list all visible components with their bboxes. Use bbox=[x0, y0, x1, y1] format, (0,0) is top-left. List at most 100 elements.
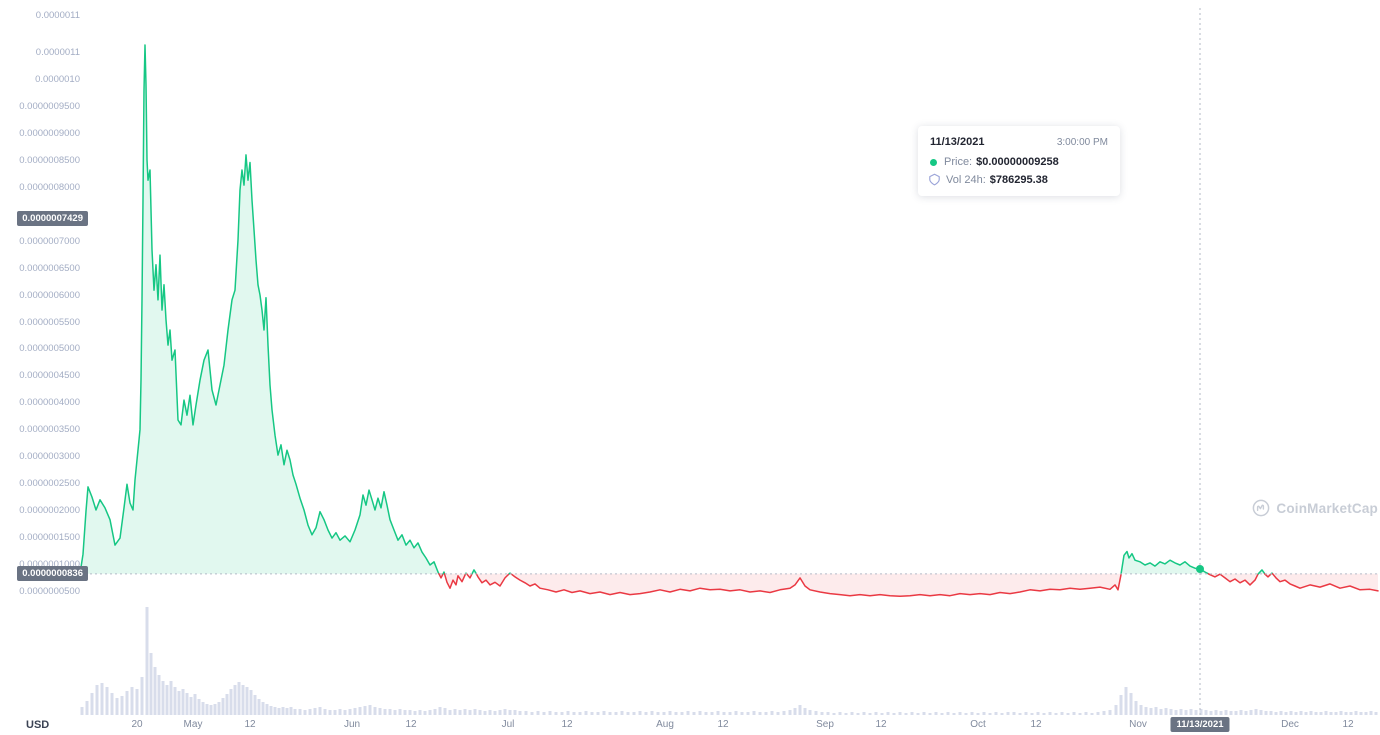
volume-bar bbox=[453, 709, 457, 715]
volume-bar bbox=[608, 712, 612, 715]
volume-bar bbox=[1289, 711, 1293, 715]
price-area-down bbox=[476, 573, 510, 586]
volume-bar bbox=[418, 710, 422, 715]
volume-bar bbox=[1164, 708, 1168, 715]
tooltip-date: 11/13/2021 bbox=[930, 136, 985, 148]
volume-bar bbox=[632, 712, 636, 715]
volume-bar bbox=[1219, 711, 1223, 715]
volume-bar bbox=[338, 709, 342, 715]
x-tick-label: 20 bbox=[131, 719, 143, 730]
volume-bar bbox=[1209, 711, 1213, 715]
volume-bar bbox=[115, 698, 119, 715]
volume-bar bbox=[120, 696, 124, 715]
volume-bar bbox=[1224, 710, 1228, 715]
volume-bar bbox=[680, 712, 684, 715]
volume-bar bbox=[145, 607, 149, 715]
price-area-up bbox=[80, 45, 439, 574]
y-tick-label: 0.0000001000 bbox=[19, 559, 80, 570]
volume-bar bbox=[423, 711, 427, 715]
volume-bar bbox=[1274, 712, 1278, 715]
volume-bar bbox=[536, 711, 540, 715]
volume-bar bbox=[269, 706, 273, 715]
volume-bar bbox=[153, 667, 157, 715]
volume-bar bbox=[110, 693, 114, 715]
volume-bar bbox=[1018, 713, 1022, 715]
volume-bar bbox=[898, 712, 902, 715]
volume-bar bbox=[373, 707, 377, 715]
volume-bar bbox=[650, 711, 654, 715]
currency-toggle[interactable]: USD bbox=[26, 719, 50, 731]
volume-bar bbox=[838, 712, 842, 715]
volume-bar bbox=[1042, 713, 1046, 715]
volume-bar bbox=[1239, 710, 1243, 715]
volume-bar bbox=[814, 711, 818, 715]
volume-bar bbox=[1299, 711, 1303, 715]
volume-bar bbox=[626, 712, 630, 715]
volume-bar bbox=[1036, 712, 1040, 715]
volume-bar bbox=[149, 653, 153, 715]
volume-bar bbox=[265, 704, 269, 715]
volume-bar bbox=[698, 711, 702, 715]
volume-bar bbox=[988, 713, 992, 715]
volume-bar bbox=[1249, 710, 1253, 715]
volume-bar bbox=[1324, 711, 1328, 715]
x-tick-label: 12 bbox=[244, 719, 256, 730]
volume-bar bbox=[493, 711, 497, 715]
volume-bar bbox=[1000, 713, 1004, 715]
x-tick-label: Dec bbox=[1281, 719, 1299, 730]
volume-bar bbox=[1369, 711, 1373, 715]
volume-bar bbox=[1102, 711, 1106, 715]
volume-bar bbox=[277, 708, 281, 715]
volume-bar bbox=[185, 693, 189, 715]
volume-bar bbox=[940, 713, 944, 715]
volume-bar bbox=[323, 709, 327, 715]
volume-bar bbox=[165, 685, 169, 715]
volume-bar bbox=[403, 710, 407, 715]
volume-bar bbox=[946, 712, 950, 715]
volume-bar bbox=[740, 712, 744, 715]
x-tick-label: 12 bbox=[405, 719, 417, 730]
tooltip-volume-label: Vol 24h: bbox=[946, 173, 986, 186]
volume-bar bbox=[542, 712, 546, 715]
volume-bar bbox=[844, 713, 848, 715]
volume-bar bbox=[273, 707, 277, 715]
volume-bar bbox=[478, 710, 482, 715]
volume-bar bbox=[910, 712, 914, 715]
volume-bar bbox=[229, 689, 233, 715]
volume-bar bbox=[245, 687, 249, 715]
volume-bar bbox=[353, 708, 357, 715]
x-tick-label: 12 bbox=[875, 719, 887, 730]
tooltip: 11/13/2021 3:00:00 PM Price: $0.00000009… bbox=[918, 126, 1120, 196]
volume-bar bbox=[100, 683, 104, 715]
volume-bar bbox=[548, 711, 552, 715]
volume-bar bbox=[1199, 709, 1203, 715]
volume-bar bbox=[934, 712, 938, 715]
volume-bar bbox=[95, 685, 99, 715]
volume-bar bbox=[1354, 711, 1358, 715]
volume-bar bbox=[578, 712, 582, 715]
volume-bar bbox=[1119, 695, 1123, 715]
volume-bar bbox=[1349, 712, 1353, 715]
price-line-down bbox=[465, 573, 473, 579]
volume-bar bbox=[1108, 710, 1112, 715]
volume-bar bbox=[868, 713, 872, 715]
y-tick-label: 0.0000009000 bbox=[19, 127, 80, 139]
volume-bar bbox=[80, 707, 84, 715]
volume-bar bbox=[358, 707, 362, 715]
watermark-text: CoinMarketCap bbox=[1276, 500, 1378, 516]
x-tick-label: 12 bbox=[1342, 719, 1354, 730]
volume-bar bbox=[1204, 710, 1208, 715]
volume-bar bbox=[1294, 712, 1298, 715]
price-area-down bbox=[511, 573, 1122, 597]
volume-bar bbox=[710, 712, 714, 715]
volume-bar bbox=[620, 711, 624, 715]
volume-bar bbox=[782, 711, 786, 715]
volume-bar bbox=[566, 711, 570, 715]
volume-bar bbox=[1072, 712, 1076, 715]
volume-bar bbox=[135, 689, 139, 715]
volume-bar bbox=[483, 711, 487, 715]
price-line-down bbox=[438, 573, 444, 579]
volume-bar bbox=[1012, 712, 1016, 715]
volume-bar bbox=[193, 694, 197, 715]
